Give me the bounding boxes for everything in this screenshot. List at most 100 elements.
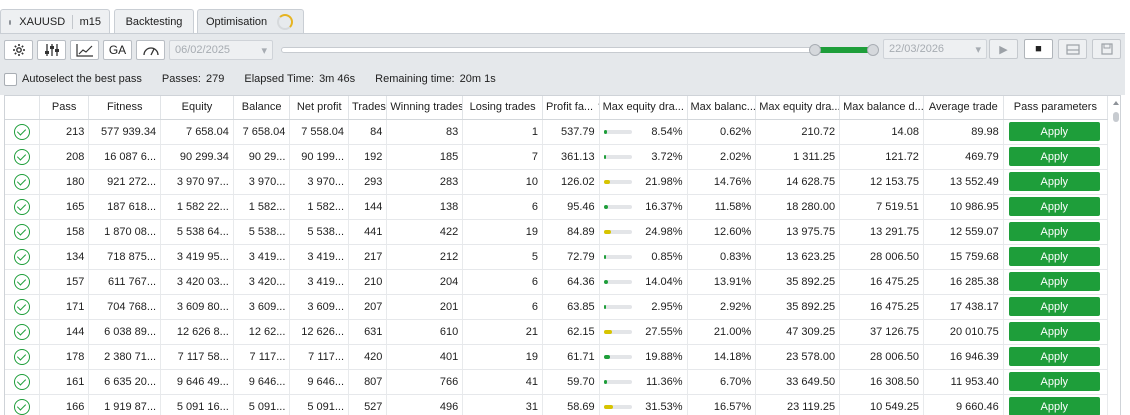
col-header-net-profit[interactable]: Net profit — [289, 96, 350, 120]
equity-dd-cell-content: 31.53% — [603, 401, 683, 413]
col-header-max-equity-dd-pct[interactable]: Max equity dra... — [599, 96, 688, 120]
apply-button[interactable]: Apply — [1008, 172, 1100, 191]
table-row[interactable]: 158 1 870 08... 5 538 64... 5 538... 5 538..… — [5, 219, 1109, 245]
col-header-losing-trades[interactable]: Losing trades — [462, 96, 544, 120]
apply-button[interactable]: Apply — [1008, 122, 1100, 141]
date-from-field[interactable]: 06/02/2025 ▾ — [169, 40, 273, 60]
sliders-icon — [44, 44, 59, 56]
check-circle-icon — [13, 148, 30, 165]
cell-trades: 217 — [348, 244, 388, 270]
date-to-field[interactable]: 22/03/2026 ▾ — [883, 39, 987, 59]
elapsed-stat: Elapsed Time: 3m 46s — [244, 73, 355, 85]
col-header-average-trade[interactable]: Average trade — [923, 96, 1004, 120]
col-header-pass-parameters[interactable]: Pass parameters — [1003, 96, 1109, 120]
autoselect-checkbox[interactable] — [4, 72, 17, 86]
cell-trades: 631 — [348, 319, 388, 345]
cell-losing: 6 — [462, 269, 544, 295]
cell-max-bal-dd: 28 006.50 — [839, 244, 924, 270]
settings-button[interactable] — [4, 40, 33, 60]
col-header-max-equity-dd[interactable]: Max equity dra... — [755, 96, 841, 120]
table-row[interactable]: 157 611 767... 3 420 03... 3 420... 3 419...… — [5, 269, 1109, 295]
table-row[interactable]: 144 6 038 89... 12 626 8... 12 62... 12 626.… — [5, 319, 1109, 345]
apply-button[interactable]: Apply — [1008, 197, 1100, 216]
cell-profit-factor: 72.79 — [542, 244, 600, 270]
apply-button[interactable]: Apply — [1008, 372, 1100, 391]
col-header-pass[interactable]: Pass — [39, 96, 90, 120]
cell-trades: 207 — [348, 294, 388, 320]
apply-button[interactable]: Apply — [1008, 247, 1100, 266]
table-row[interactable]: 165 187 618... 1 582 22... 1 582... 1 582...… — [5, 194, 1109, 220]
tab-backtesting-label: Backtesting — [125, 16, 183, 28]
speed-button[interactable] — [136, 40, 165, 60]
cell-winning: 496 — [386, 394, 464, 415]
table-row[interactable]: 171 704 768... 3 609 80... 3 609... 3 609...… — [5, 294, 1109, 320]
col-header-equity[interactable]: Equity — [160, 96, 234, 120]
cell-max-equity-dd-pct: 11.36% — [599, 369, 688, 395]
check-circle-icon — [13, 298, 30, 315]
apply-button[interactable]: Apply — [1008, 322, 1100, 341]
cell-avg-trade: 12 559.07 — [923, 219, 1004, 245]
slider-end-handle[interactable] — [867, 44, 879, 56]
cell-trades: 84 — [348, 119, 388, 145]
col-header-max-balance-dd-pct[interactable]: Max balanc... — [687, 96, 757, 120]
cell-fitness: 577 939.34 — [88, 119, 162, 145]
table-row[interactable]: 213 577 939.34 7 658.04 7 658.04 7 558.04 84 8… — [5, 119, 1109, 145]
table-row[interactable]: 178 2 380 71... 7 117 58... 7 117... 7 117..… — [5, 344, 1109, 370]
drawdown-bar — [603, 229, 632, 234]
start-button[interactable]: ▶ — [989, 39, 1018, 59]
scroll-up-icon[interactable] — [1113, 101, 1119, 105]
apply-button[interactable]: Apply — [1008, 147, 1100, 166]
table-row[interactable]: 180 921 272... 3 970 97... 3 970... 3 970...… — [5, 169, 1109, 195]
apply-button[interactable]: Apply — [1008, 397, 1100, 415]
cell-max-bal-dd-pct: 21.00% — [687, 319, 757, 345]
tab-optimisation[interactable]: Optimisation — [197, 9, 304, 34]
col-header-status[interactable] — [5, 96, 40, 120]
cell-losing: 1 — [462, 119, 544, 145]
cell-pass: 166 — [39, 394, 90, 415]
col-header-profit-factor[interactable]: Profit fa... ▼ — [542, 96, 600, 120]
chevron-down-icon: ▾ — [975, 43, 981, 56]
cell-net-profit: 5 538... — [289, 219, 350, 245]
tab-backtesting[interactable]: Backtesting — [114, 9, 194, 34]
passes-value: 279 — [206, 73, 225, 85]
cell-pass-parameters: Apply — [1003, 294, 1109, 320]
table-row[interactable]: 161 6 635 20... 9 646 49... 9 646... 9 646..… — [5, 369, 1109, 395]
report-button[interactable] — [1058, 39, 1087, 59]
slider-track — [281, 47, 878, 53]
apply-button[interactable]: Apply — [1008, 272, 1100, 291]
apply-button[interactable]: Apply — [1008, 222, 1100, 241]
apply-button[interactable]: Apply — [1008, 347, 1100, 366]
inputs-button[interactable] — [37, 40, 66, 60]
table-row[interactable]: 166 1 919 87... 5 091 16... 5 091... 5 091..… — [5, 394, 1109, 415]
graph-button[interactable] — [70, 40, 99, 60]
table-row[interactable]: 208 16 087 6... 90 299.34 90 29... 90 199...… — [5, 144, 1109, 170]
cell-avg-trade: 16 946.39 — [923, 344, 1004, 370]
cell-winning: 185 — [386, 144, 464, 170]
col-header-winning-trades[interactable]: Winning trades — [386, 96, 464, 120]
stop-button[interactable]: ■ — [1024, 39, 1053, 59]
slider-start-handle[interactable] — [809, 44, 821, 56]
cell-losing: 31 — [462, 394, 544, 415]
max-equity-dd-pct-value: 3.72% — [651, 150, 683, 163]
vertical-scrollbar[interactable] — [1111, 96, 1120, 415]
cell-max-eq-dd: 1 311.25 — [755, 144, 841, 170]
col-header-trades[interactable]: Trades — [348, 96, 388, 120]
scrollbar-thumb[interactable] — [1113, 112, 1119, 122]
cell-avg-trade: 17 438.17 — [923, 294, 1004, 320]
cell-equity: 3 420 03... — [160, 269, 234, 295]
tab-symbol[interactable]: XAUUSD m15 — [0, 9, 110, 34]
cell-max-equity-dd-pct: 21.98% — [599, 169, 688, 195]
apply-button[interactable]: Apply — [1008, 297, 1100, 316]
col-header-fitness[interactable]: Fitness — [88, 96, 162, 120]
date-range-slider[interactable] — [281, 44, 879, 56]
gauge-icon — [142, 47, 159, 56]
table-header-row: Pass Fitness Equity Balance Net profit T… — [5, 96, 1109, 120]
cell-max-equity-dd-pct: 16.37% — [599, 194, 688, 220]
col-header-max-balance-dd[interactable]: Max balance d... — [839, 96, 924, 120]
save-button[interactable] — [1092, 39, 1121, 59]
pass-status-cell — [5, 244, 40, 270]
table-row[interactable]: 134 718 875... 3 419 95... 3 419... 3 419...… — [5, 244, 1109, 270]
genetic-algorithm-button[interactable]: GA — [103, 40, 132, 60]
cell-max-bal-dd: 121.72 — [839, 144, 924, 170]
col-header-balance[interactable]: Balance — [233, 96, 291, 120]
